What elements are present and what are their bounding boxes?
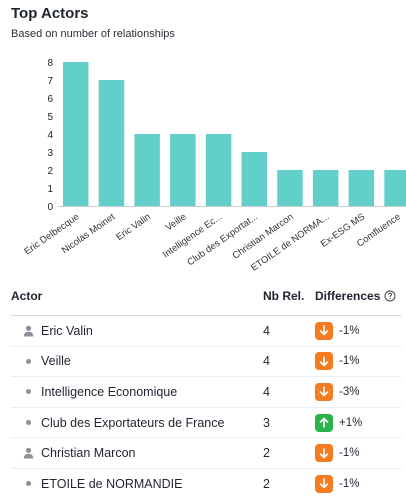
difference-value: -1% bbox=[339, 355, 360, 368]
bar-0[interactable] bbox=[63, 62, 89, 206]
actor-cell: Veille bbox=[11, 354, 262, 368]
arrow-down-icon bbox=[315, 382, 333, 401]
bar-1[interactable] bbox=[98, 80, 125, 206]
actor-cell: Eric Valin bbox=[11, 324, 262, 338]
actor-name[interactable]: ETOILE de NORMANDIE bbox=[41, 476, 183, 491]
actor-cell: Intelligence Economique bbox=[11, 385, 262, 399]
table-row[interactable]: Intelligence Economique 4 -3% bbox=[11, 377, 401, 408]
arrow-up-icon bbox=[315, 413, 333, 432]
y-tick-label: 2 bbox=[47, 166, 53, 177]
bar-2[interactable] bbox=[134, 134, 160, 206]
dot-icon bbox=[17, 358, 39, 364]
difference-value: -3% bbox=[339, 385, 360, 398]
difference-value: -1% bbox=[339, 447, 360, 460]
header-divider bbox=[11, 315, 401, 316]
difference-cell: -1% bbox=[315, 444, 401, 463]
person-icon bbox=[17, 325, 39, 337]
actor-name[interactable]: Christian Marcon bbox=[41, 446, 136, 461]
panel-title: Top Actors bbox=[11, 5, 89, 22]
person-icon bbox=[17, 447, 39, 459]
arrow-down-icon bbox=[315, 321, 333, 340]
y-tick-label: 0 bbox=[47, 202, 53, 213]
table-row[interactable]: Christian Marcon 2 -1% bbox=[11, 438, 401, 469]
y-tick-label: 7 bbox=[47, 76, 53, 87]
actor-name[interactable]: Eric Valin bbox=[41, 323, 93, 338]
x-tick-label: Veille bbox=[164, 211, 189, 233]
difference-cell: -3% bbox=[315, 382, 401, 401]
y-tick-label: 1 bbox=[47, 184, 53, 195]
arrow-down-icon bbox=[315, 352, 333, 371]
nb-rel-value: 3 bbox=[263, 415, 270, 430]
nb-rel-value: 4 bbox=[263, 354, 270, 369]
actor-name[interactable]: Veille bbox=[41, 354, 71, 369]
difference-value: -1% bbox=[339, 324, 360, 337]
y-tick-label: 3 bbox=[47, 148, 53, 159]
bar-3[interactable] bbox=[170, 134, 196, 206]
bar-7[interactable] bbox=[312, 170, 339, 206]
table-row[interactable]: Club des Exportateurs de France 3 +1% bbox=[11, 408, 401, 439]
arrow-down-icon bbox=[315, 474, 333, 493]
actor-cell: Club des Exportateurs de France bbox=[11, 416, 262, 430]
bar-8[interactable] bbox=[348, 170, 375, 206]
bar-6[interactable] bbox=[277, 170, 303, 206]
difference-value: +1% bbox=[339, 416, 363, 429]
y-tick-label: 5 bbox=[47, 112, 53, 123]
y-tick-label: 4 bbox=[47, 130, 53, 141]
difference-cell: -1% bbox=[315, 352, 401, 371]
dot-icon bbox=[17, 389, 39, 395]
y-tick-label: 8 bbox=[47, 58, 53, 69]
actor-cell: ETOILE de NORMANDIE bbox=[11, 477, 262, 491]
header-actor[interactable]: Actor bbox=[11, 289, 43, 303]
x-tick-label: Eric Valin bbox=[114, 211, 153, 243]
table-row[interactable]: Eric Valin 4 -1% bbox=[11, 316, 401, 347]
table-row[interactable]: ETOILE de NORMANDIE 2 -1% bbox=[11, 469, 401, 499]
bar-4[interactable] bbox=[205, 134, 232, 206]
arrow-down-icon bbox=[315, 444, 333, 463]
bar-5[interactable] bbox=[241, 152, 268, 206]
nb-rel-value: 4 bbox=[263, 384, 270, 399]
table-header: Actor Nb Rel. Differences bbox=[11, 286, 401, 306]
nb-rel-value: 4 bbox=[263, 323, 270, 338]
difference-cell: -1% bbox=[315, 321, 401, 340]
difference-value: -1% bbox=[339, 477, 360, 490]
dot-icon bbox=[17, 420, 39, 426]
actor-name[interactable]: Intelligence Economique bbox=[41, 384, 178, 399]
table-body: Eric Valin 4 -1% Veille 4 -1% Intelligence Eco… bbox=[11, 316, 401, 499]
difference-cell: +1% bbox=[315, 413, 401, 432]
header-differences[interactable]: Differences bbox=[315, 289, 401, 303]
panel-subtitle: Based on number of relationships bbox=[11, 28, 175, 40]
info-icon[interactable] bbox=[384, 290, 396, 302]
nb-rel-value: 2 bbox=[263, 446, 270, 461]
y-tick-label: 6 bbox=[47, 94, 53, 105]
actors-table: Actor Nb Rel. Differences Eric Valin 4 -1%… bbox=[11, 286, 401, 499]
actor-name[interactable]: Club des Exportateurs de France bbox=[41, 415, 225, 430]
actor-cell: Christian Marcon bbox=[11, 446, 262, 460]
nb-rel-value: 2 bbox=[263, 476, 270, 491]
bar-9[interactable] bbox=[384, 170, 406, 206]
difference-cell: -1% bbox=[315, 474, 401, 493]
header-differences-label: Differences bbox=[315, 289, 381, 303]
header-nb-rel[interactable]: Nb Rel. bbox=[263, 289, 305, 303]
dot-icon bbox=[17, 481, 39, 487]
table-row[interactable]: Veille 4 -1% bbox=[11, 347, 401, 378]
